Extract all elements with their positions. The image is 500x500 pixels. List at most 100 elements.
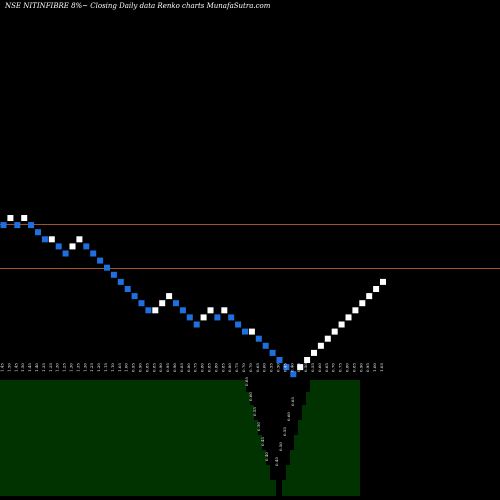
renko-brick-down [35, 229, 41, 236]
price-label: 0.70 [248, 363, 253, 372]
price-label: 1.00 [372, 363, 377, 372]
renko-brick-down [55, 243, 62, 250]
price-label: 0.75 [234, 363, 239, 372]
price-label: 0.85 [207, 363, 212, 372]
price-label: 1.25 [62, 363, 67, 372]
renko-brick-down [145, 307, 152, 314]
renko-bricks [0, 215, 386, 378]
price-label: 0.45 [296, 363, 301, 372]
price-label: 1.45 [13, 363, 18, 372]
price-label: 0.90 [138, 363, 143, 372]
volume-area [0, 380, 360, 496]
price-label: 1.35 [48, 363, 53, 372]
price-label: 0.80 [186, 363, 191, 372]
price-label: 0.95 [365, 363, 370, 372]
price-label: 0.90 [158, 363, 163, 372]
price-label: 0.85 [179, 363, 184, 372]
renko-brick-down [193, 321, 200, 328]
chart-title: NSE NITINFIBRE 8%~ Closing Daily data Re… [4, 2, 271, 10]
price-label: 0.65 [255, 363, 260, 372]
funnel-label: 0.55 [252, 407, 257, 416]
price-label: 0.70 [241, 363, 246, 372]
price-label: 0.45 [282, 363, 287, 372]
price-label: 1.05 [117, 363, 122, 372]
renko-brick-down [14, 222, 21, 229]
renko-brick-up [359, 300, 366, 307]
price-label: 1.40 [34, 363, 39, 372]
price-label: 0.40 [289, 363, 294, 372]
reference-lines [0, 224, 500, 269]
price-label: 0.50 [303, 363, 308, 372]
renko-brick-down [28, 222, 35, 229]
funnel-label: 0.55 [282, 427, 287, 436]
renko-brick-down [262, 342, 269, 349]
renko-brick-down [255, 335, 262, 342]
renko-brick-down [283, 364, 290, 371]
funnel-label: 0.40 [264, 452, 269, 461]
price-label: 0.60 [262, 363, 267, 372]
renko-brick-up [297, 364, 304, 371]
renko-brick-up [345, 314, 352, 321]
price-label: 0.85 [151, 363, 156, 372]
price-label: 0.85 [144, 363, 149, 372]
funnel-label: 0.60 [286, 412, 291, 421]
renko-brick-down [83, 243, 90, 250]
renko-brick-up [207, 307, 214, 314]
renko-brick-up [352, 307, 359, 314]
price-label: 1.00 [124, 363, 129, 372]
renko-brick-down [97, 257, 104, 264]
price-label: 0.70 [331, 363, 336, 372]
renko-brick-up [366, 293, 373, 300]
price-label: 1.25 [89, 363, 94, 372]
price-label: 0.85 [220, 363, 225, 372]
price-label: 1.05 [379, 363, 384, 372]
price-label: 0.85 [351, 363, 356, 372]
price-labels: 1.45 1.50 1.45 1.50 1.45 1.40 1.35 1.35 1.30 1.25… [0, 363, 384, 372]
renko-brick-down [269, 349, 276, 356]
renko-brick-up [331, 328, 338, 335]
price-label: 0.80 [200, 363, 205, 372]
price-label: 0.95 [165, 363, 170, 372]
volume-area-right [282, 380, 360, 496]
renko-brick-up [304, 357, 311, 363]
renko-brick-down [173, 300, 179, 307]
price-label: 0.50 [276, 363, 281, 372]
renko-brick-up [248, 328, 255, 335]
price-label: 1.45 [0, 363, 5, 372]
renko-brick-up [317, 342, 324, 349]
funnel-label: 0.65 [244, 377, 249, 386]
price-label: 0.75 [338, 363, 343, 372]
price-label: 1.35 [75, 363, 80, 372]
renko-brick-down [276, 357, 283, 363]
renko-brick-down [214, 314, 221, 321]
volume-area-left [0, 380, 276, 496]
renko-brick-down [228, 314, 235, 321]
renko-brick-down [179, 307, 186, 314]
price-label: 1.15 [103, 363, 108, 372]
price-label: 0.55 [310, 363, 315, 372]
price-label: 0.55 [269, 363, 274, 372]
funnel-label: 0.65 [290, 397, 295, 406]
price-label: 1.30 [55, 363, 60, 372]
renko-brick-down [124, 286, 131, 292]
funnel-label: 0.45 [260, 437, 265, 446]
price-label: 0.95 [131, 363, 136, 372]
renko-brick-down [62, 250, 69, 257]
price-label: 0.90 [172, 363, 177, 372]
renko-brick-up [324, 335, 331, 342]
renko-brick-down [0, 222, 7, 229]
renko-brick-down [242, 328, 248, 335]
funnel-label: 0.50 [278, 442, 283, 451]
renko-brick-up [311, 349, 317, 356]
renko-brick-up [373, 286, 380, 292]
renko-brick-down [235, 321, 242, 328]
renko-brick-up [166, 293, 173, 300]
price-label: 0.80 [345, 363, 350, 372]
renko-brick-up [380, 278, 386, 285]
renko-brick-down [104, 264, 110, 271]
price-label: 1.10 [110, 363, 115, 372]
renko-brick-down [90, 250, 97, 257]
renko-brick-up [69, 243, 76, 250]
renko-brick-up [48, 236, 55, 243]
